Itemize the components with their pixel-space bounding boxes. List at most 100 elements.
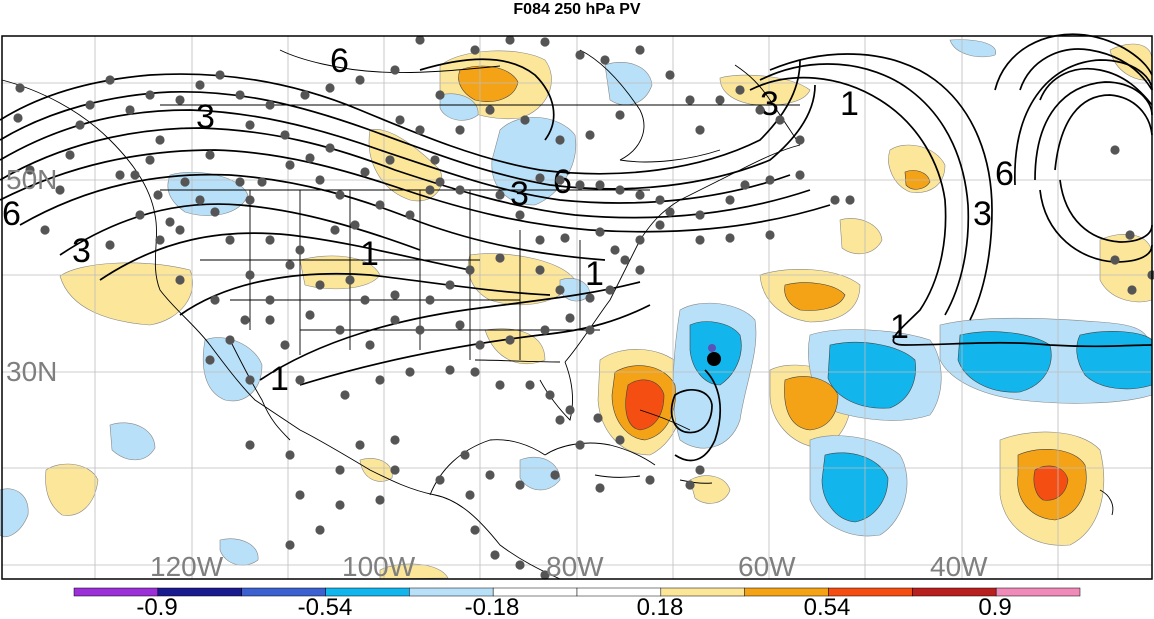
station-marker [75,120,85,130]
map-frame [1,35,1153,580]
station-marker [540,570,550,580]
station-marker [365,340,375,350]
lat-lon-grid [2,36,1152,579]
station-marker [555,175,565,185]
station-marker [575,180,585,190]
station-marker [525,380,535,390]
station-marker [235,90,245,100]
station-marker [415,35,425,45]
station-marker [280,130,290,140]
contour-label-1: 1 [840,85,859,123]
station-marker [335,190,345,200]
station-marker [795,135,805,145]
contour-label-1: 1 [270,360,289,398]
station-marker [470,45,480,55]
colorbar-label: -0.54 [297,594,353,619]
station-marker [415,325,425,335]
station-marker [445,280,455,290]
station-marker [455,185,465,195]
station-marker [360,295,370,305]
station-marker [595,483,605,493]
station-marker [550,470,560,480]
colorbar-label: -0.18 [464,594,520,619]
station-marker [605,285,615,295]
station-marker [725,195,735,205]
lat-label-30n: 30N [6,356,58,387]
station-marker [395,115,405,125]
station-marker [335,465,345,475]
lat-label-50n: 50N [6,164,58,195]
station-marker [215,70,225,80]
station-marker [495,253,505,263]
negative-anomaly-medium [689,321,1153,523]
station-marker [595,180,605,190]
lon-label-60w: 60W [738,551,796,582]
station-marker [665,70,675,80]
station-marker [65,150,75,160]
contour-label-1: 1 [360,235,379,273]
station-marker [335,500,345,510]
station-marker [430,155,440,165]
contour-label-6: 6 [2,195,21,233]
coastlines-boundaries [1,49,1114,580]
station-marker [593,413,603,423]
positive-anomaly-red [625,379,1069,501]
contour-label-6: 6 [995,155,1014,193]
station-marker [505,335,515,345]
station-marker [245,440,255,450]
station-marker [1110,145,1120,155]
station-marker [415,125,425,135]
station-marker [210,295,220,305]
contour-label-3: 3 [760,85,779,123]
station-marker [25,165,35,175]
map-title: F084 250 hPa PV [513,1,641,18]
station-marker [620,255,630,265]
station-marker [555,415,565,425]
station-marker [845,195,855,205]
station-marker [725,233,735,243]
station-marker [535,173,545,183]
station-marker [385,155,395,165]
station-marker [265,315,275,325]
station-marker [775,115,785,125]
station-marker [195,80,205,90]
station-marker [615,435,625,445]
station-marker [635,235,645,245]
station-marker [280,340,290,350]
station-marker [40,225,50,235]
station-marker [315,280,325,290]
station-marker [495,380,505,390]
station-marker [155,235,165,245]
station-marker [470,367,480,377]
station-marker [315,175,325,185]
station-marker [535,235,545,245]
station-marker [235,177,245,187]
station-marker [390,65,400,75]
station-marker [205,150,215,160]
station-marker [355,75,365,85]
contour-label-6: 6 [330,42,349,80]
station-marker [390,465,400,475]
station-marker [455,320,465,330]
contour-label-1: 1 [585,255,604,293]
station-marker [695,465,705,475]
station-marker [505,35,515,45]
station-marker [330,225,340,235]
station-marker [635,190,645,200]
station-marker [595,227,605,237]
station-marker [645,475,655,485]
lon-label-40w: 40W [930,551,988,582]
station-marker [665,207,675,217]
station-marker [205,355,215,365]
station-marker [695,235,705,245]
contour-label-3: 3 [973,195,992,233]
station-marker [175,275,185,285]
station-marker [155,135,165,145]
station-marker [340,390,350,400]
station-marker [685,480,695,490]
station-marker [515,560,525,570]
station-marker [485,470,495,480]
station-marker [175,225,185,235]
station-marker [635,45,645,55]
